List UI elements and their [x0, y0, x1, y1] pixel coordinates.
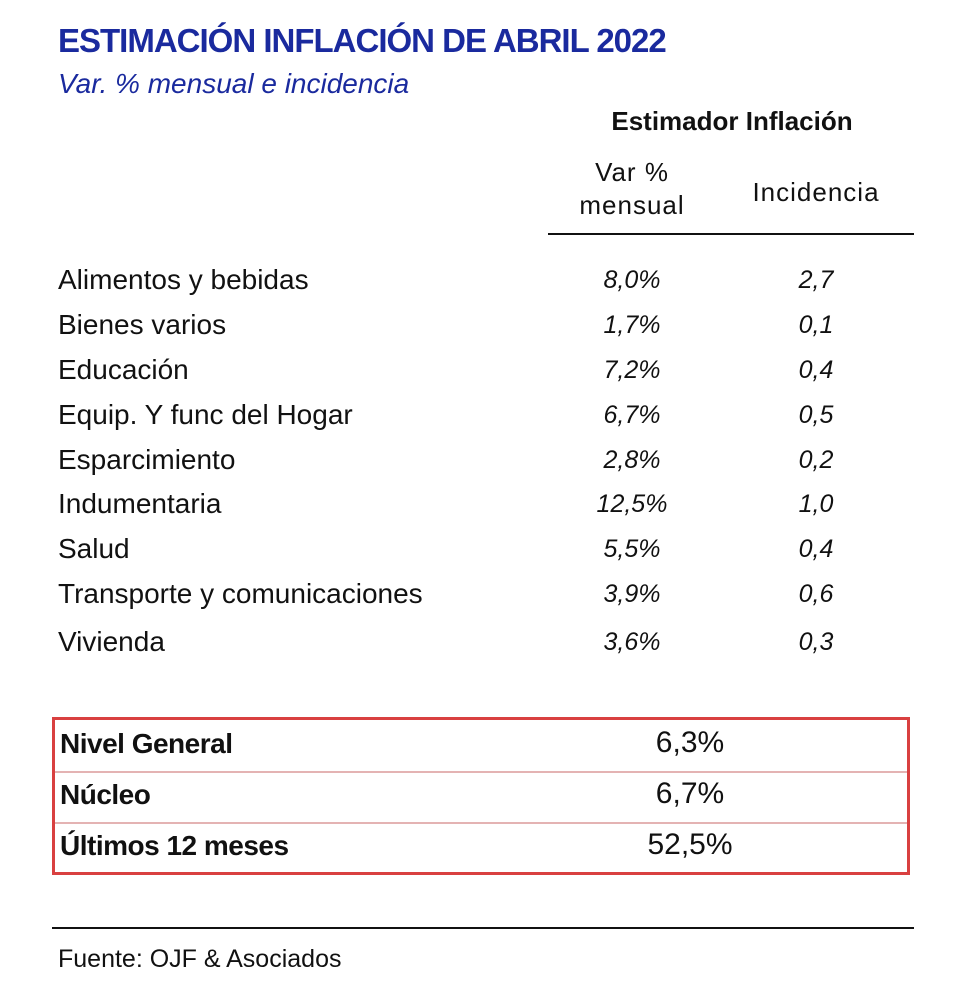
row-var-value: 2,8%	[603, 446, 661, 474]
row-label: Bienes varios	[58, 309, 227, 340]
table-row: Equip. Y func del Hogar 6,7% 0,5	[0, 395, 976, 439]
row-var-value: 1,7%	[603, 311, 661, 339]
table-row: Bienes varios 1,7% 0,1	[0, 305, 976, 349]
row-incidencia-value: 0,4	[798, 356, 834, 384]
table-row: Esparcimiento 2,8% 0,2	[0, 440, 976, 484]
row-label: Indumentaria	[58, 488, 222, 519]
summary-value: 52,5%	[647, 828, 733, 861]
summary-row-nucleo: Núcleo 6,7%	[55, 771, 907, 824]
row-var-value: 3,6%	[603, 628, 661, 656]
summary-label: Núcleo	[60, 779, 151, 810]
summary-box: Nivel General 6,3% Núcleo 6,7% Últimos 1…	[52, 717, 910, 875]
column-header-var-line2: mensual	[579, 190, 685, 220]
row-incidencia-value: 0,1	[798, 311, 834, 339]
column-header-incidencia: Incidencia	[752, 177, 880, 207]
summary-label: Últimos 12 meses	[60, 830, 289, 861]
table-row: Salud 5,5% 0,4	[0, 529, 976, 573]
summary-row-ultimos-12-meses: Últimos 12 meses 52,5%	[55, 822, 907, 873]
row-label: Alimentos y bebidas	[58, 264, 309, 295]
row-var-value: 3,9%	[603, 580, 661, 608]
table-row: Transporte y comunicaciones 3,9% 0,6	[0, 574, 976, 618]
row-var-value: 7,2%	[603, 356, 661, 384]
row-var-value: 12,5%	[596, 490, 668, 518]
report-subtitle: Var. % mensual e incidencia	[58, 68, 410, 99]
row-incidencia-value: 0,5	[798, 401, 834, 429]
row-incidencia-value: 0,3	[798, 628, 834, 656]
summary-value: 6,7%	[655, 777, 725, 810]
row-label: Equip. Y func del Hogar	[58, 399, 353, 430]
row-label: Transporte y comunicaciones	[58, 578, 423, 609]
report-title: ESTIMACIÓN INFLACIÓN DE ABRIL 2022	[58, 22, 667, 59]
row-label: Vivienda	[58, 626, 165, 657]
table-row: Alimentos y bebidas 8,0% 2,7	[0, 260, 976, 304]
row-label: Esparcimiento	[58, 444, 236, 475]
summary-label: Nivel General	[60, 728, 233, 759]
row-incidencia-value: 1,0	[798, 490, 834, 518]
table-row: Educación 7,2% 0,4	[0, 350, 976, 394]
row-var-value: 8,0%	[603, 266, 661, 294]
row-incidencia-value: 0,6	[798, 580, 834, 608]
summary-value: 6,3%	[655, 726, 725, 759]
table-row: Indumentaria 12,5% 1,0	[0, 484, 976, 528]
column-header-var-mensual: Var % mensual	[548, 156, 716, 222]
table-row: Vivienda 3,6% 0,3	[0, 622, 976, 666]
row-label: Salud	[58, 533, 130, 564]
footer-divider	[52, 927, 914, 929]
header-divider	[548, 233, 914, 235]
row-var-value: 5,5%	[603, 535, 661, 563]
row-incidencia-value: 0,4	[798, 535, 834, 563]
summary-row-nivel-general: Nivel General 6,3%	[55, 720, 907, 773]
row-label: Educación	[58, 354, 189, 385]
row-incidencia-value: 0,2	[798, 446, 834, 474]
group-header-estimador: Estimador Inflación	[611, 106, 853, 136]
row-var-value: 6,7%	[603, 401, 661, 429]
column-header-var-line1: Var %	[595, 157, 669, 187]
source-note: Fuente: OJF & Asociados	[58, 945, 342, 973]
row-incidencia-value: 2,7	[798, 266, 834, 294]
